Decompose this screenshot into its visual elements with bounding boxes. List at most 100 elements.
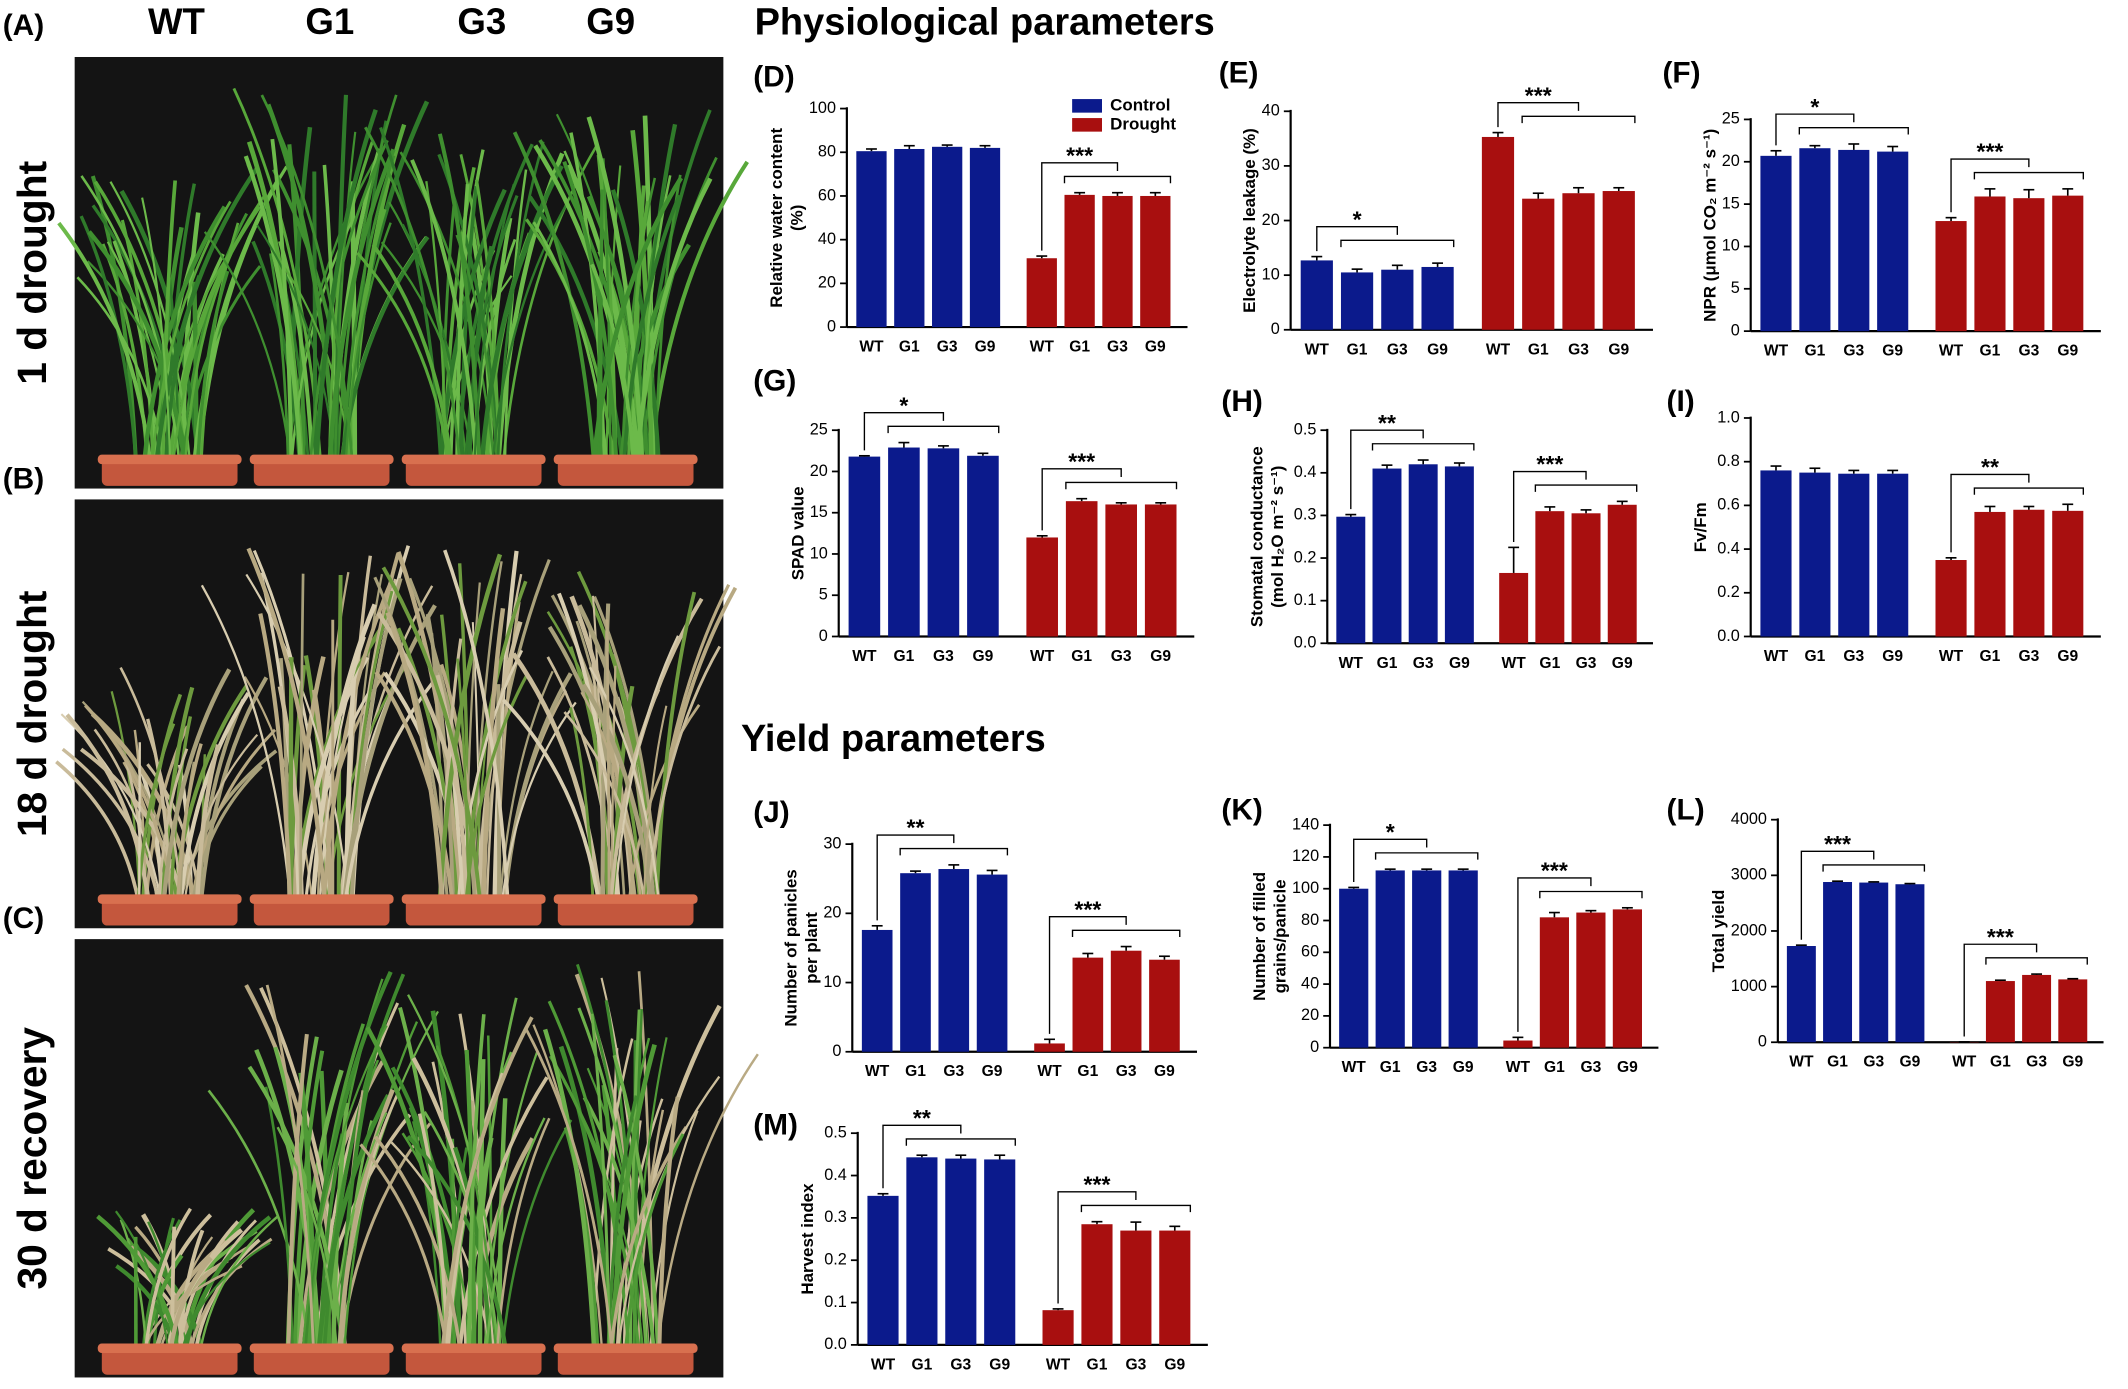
plant-blade — [630, 129, 654, 459]
significance-label: *** — [1525, 82, 1552, 108]
x-tick-label: G9 — [2057, 343, 2078, 360]
bar — [945, 1158, 977, 1345]
bar — [1607, 504, 1637, 644]
plant-blade — [590, 263, 636, 459]
plant-blade — [501, 698, 600, 899]
plant-blade — [588, 666, 660, 899]
significance-label: *** — [1976, 139, 2003, 165]
section-title: Physiological parameters — [755, 1, 1215, 43]
x-tick-label: G3 — [1863, 1054, 1884, 1071]
x-tick-label: G9 — [975, 339, 996, 356]
pot — [101, 1347, 238, 1375]
y-axis-label: Relative water content — [767, 127, 786, 307]
plant-blade — [610, 665, 617, 899]
significance-label: ** — [913, 1105, 931, 1131]
plant-blade — [90, 712, 196, 899]
significance-label: *** — [1541, 858, 1568, 884]
bar — [984, 1159, 1016, 1345]
bar — [1562, 193, 1595, 330]
y-tick-label: 0.6 — [1717, 496, 1740, 514]
significance-bracket — [899, 847, 1009, 856]
plant-blade — [525, 1029, 614, 1348]
bar — [1838, 473, 1870, 637]
bar — [1974, 511, 2006, 637]
plant-blade — [453, 1146, 493, 1348]
bar — [1336, 516, 1366, 644]
genotype-label: G3 — [457, 1, 506, 42]
x-tick-label: G3 — [1843, 648, 1864, 665]
bar — [932, 146, 963, 328]
y-tick-label: 0.3 — [824, 1208, 847, 1226]
plant-blade — [176, 743, 203, 899]
significance-bracket — [1798, 127, 1909, 135]
y-tick-label: 30 — [1262, 156, 1280, 174]
plant-blade — [337, 1088, 395, 1348]
y-tick-label: 10 — [1722, 237, 1740, 255]
bar — [2052, 510, 2084, 637]
y-axis-label: grains/panicle — [1270, 879, 1289, 993]
pot — [405, 898, 542, 926]
y-tick-label: 40 — [1262, 102, 1280, 120]
bar — [1065, 501, 1098, 637]
plant-blade — [57, 221, 152, 459]
significance-bracket — [905, 1138, 1016, 1146]
significance-label: ** — [1981, 454, 1999, 480]
plant-blade — [364, 126, 461, 459]
significance-bracket — [1973, 171, 2085, 180]
bar — [1612, 909, 1642, 1048]
y-tick-label: 0 — [1271, 320, 1280, 338]
x-tick-label: G9 — [1900, 1054, 1921, 1071]
plant-blade — [373, 1135, 462, 1348]
pot-rim — [401, 454, 546, 465]
x-tick-label: G3 — [2018, 343, 2039, 360]
x-tick-label: WT — [1952, 1054, 1977, 1071]
y-axis-label: Fv/Fm — [1691, 502, 1710, 552]
y-tick-label: 0.5 — [824, 1123, 847, 1141]
bar — [967, 455, 999, 637]
plant-blade — [411, 1120, 442, 1348]
significance-label: *** — [1536, 451, 1563, 477]
plant-blade — [168, 1256, 213, 1348]
y-tick-label: 10 — [810, 544, 828, 562]
plant-blade — [410, 159, 478, 459]
bar — [1381, 269, 1414, 330]
significance-label: ** — [907, 815, 925, 841]
bar — [1072, 957, 1104, 1052]
legend-swatch — [1072, 99, 1102, 113]
y-tick-label: 100 — [1292, 879, 1319, 897]
legend-swatch — [1072, 118, 1102, 132]
bar — [2013, 198, 2045, 332]
x-tick-label: G3 — [1580, 1059, 1601, 1076]
x-tick-label: G1 — [1827, 1054, 1848, 1071]
y-axis-label: Total yield — [1709, 890, 1728, 973]
bar — [867, 1195, 899, 1345]
significance-bracket — [1963, 943, 2038, 1037]
bar — [1799, 472, 1831, 637]
plant-blade — [276, 1126, 338, 1348]
bar — [1838, 149, 1870, 332]
y-tick-label: 60 — [1301, 943, 1319, 961]
plant-blade — [602, 158, 612, 459]
y-tick-label: 20 — [818, 274, 836, 292]
plant-blade — [164, 274, 201, 459]
x-tick-label: WT — [1939, 343, 1964, 360]
plant-blade — [443, 549, 510, 899]
plant-blade — [109, 181, 191, 459]
x-tick-label: G3 — [2026, 1054, 2047, 1071]
plant-blade — [525, 218, 615, 459]
panel-label: (M) — [753, 1108, 798, 1141]
x-tick-label: G1 — [1347, 341, 1368, 358]
x-tick-label: G9 — [982, 1063, 1003, 1080]
x-tick-label: G9 — [2057, 648, 2078, 665]
y-tick-label: 4000 — [1731, 810, 1767, 828]
y-tick-label: 40 — [1301, 974, 1319, 992]
plant-blade — [65, 713, 151, 899]
plant-blade — [374, 670, 454, 899]
y-tick-label: 140 — [1292, 815, 1319, 833]
y-tick-label: 0 — [1758, 1033, 1767, 1051]
x-tick-label: WT — [1030, 339, 1055, 356]
x-tick-label: G9 — [1882, 648, 1903, 665]
plant-blade — [80, 175, 181, 459]
bar — [1786, 945, 1816, 1043]
